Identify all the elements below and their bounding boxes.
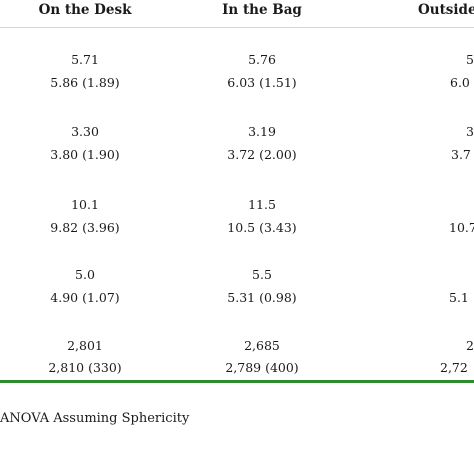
table-cell: 10.1: [71, 197, 99, 212]
table-cell: 5.31 (0.98): [227, 290, 297, 305]
table-cell: 2,685: [244, 338, 280, 353]
table-cell: 2,789 (400): [225, 360, 299, 375]
table-cell: 5.5: [252, 267, 272, 282]
table-cell: 5: [466, 52, 474, 67]
table-header-row: On the Desk In the Bag Outside: [0, 0, 474, 30]
table-cell: 6.03 (1.51): [227, 75, 297, 90]
table-cell: 2,72: [440, 360, 468, 375]
table-cell: 2: [466, 338, 474, 353]
table-cell: 2,810 (330): [48, 360, 122, 375]
table-cell: 2,801: [67, 338, 103, 353]
table-cell: 11.5: [248, 197, 276, 212]
table-footnote: ANOVA Assuming Sphericity: [0, 411, 190, 426]
table-cell: 3.30: [71, 124, 99, 139]
table-bottom-rule: [0, 380, 474, 383]
table-cell: 10.7: [449, 220, 474, 235]
column-header-outside: Outside: [418, 2, 474, 18]
table-cell: 4.90 (1.07): [50, 290, 120, 305]
table-cell: 9.82 (3.96): [50, 220, 120, 235]
table-cell: 3.80 (1.90): [50, 147, 120, 162]
table-cell: 6.0: [450, 75, 470, 90]
table-cell: 5.71: [71, 52, 99, 67]
table-cell: 5.0: [75, 267, 95, 282]
table-cell: 3.19: [248, 124, 276, 139]
column-header-in-the-bag: In the Bag: [222, 2, 302, 18]
header-divider: [0, 27, 474, 28]
table-cell: 3.7: [451, 147, 471, 162]
table-cell: 3.72 (2.00): [227, 147, 297, 162]
table-cell: 5.86 (1.89): [50, 75, 120, 90]
table-cell: 3: [466, 124, 474, 139]
table-cell: 5.1: [449, 290, 469, 305]
table-cell: 10.5 (3.43): [227, 220, 297, 235]
column-header-on-the-desk: On the Desk: [38, 2, 132, 18]
table-cell: 5.76: [248, 52, 276, 67]
